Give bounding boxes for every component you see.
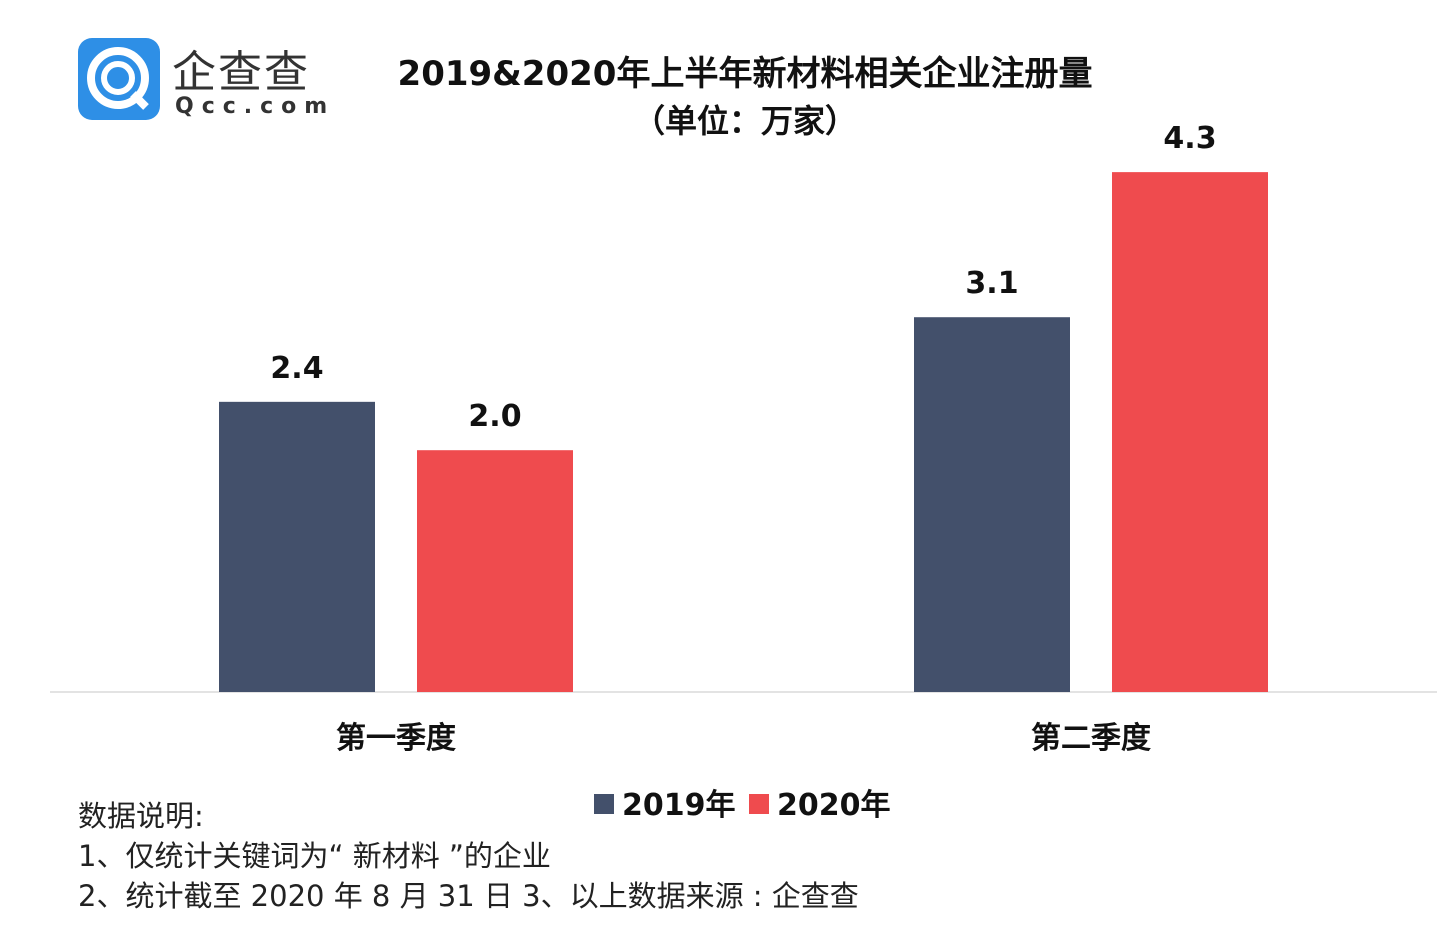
legend-swatch [594,794,614,814]
bar [1112,172,1268,692]
notes-line-1: 1、仅统计关键词为“ 新材料 ”的企业 [78,839,551,873]
data-label: 3.1 [965,266,1018,301]
x-tick-label: 第二季度 [1031,721,1151,756]
chart-subtitle: （单位：万家） [632,102,857,140]
data-label: 2.4 [270,351,323,386]
notes-line-2: 2、统计截至 2020 年 8 月 31 日 3、以上数据来源 : 企查查 [78,879,859,913]
data-label: 2.0 [468,399,521,434]
logo-text-en: Qcc.com [175,94,336,119]
bar [417,450,573,692]
legend-label: 2020年 [777,788,891,823]
bar [914,317,1070,692]
notes: 数据说明: 1、仅统计关键词为“ 新材料 ”的企业 2、统计截至 2020 年 … [78,796,859,916]
x-tick-label: 第一季度 [336,721,456,756]
legend-swatch [749,794,769,814]
bar [219,401,375,692]
notes-heading: 数据说明: [78,799,204,833]
logo-text-cn: 企查查 [172,47,310,98]
legend-label: 2019年 [622,788,736,823]
qcc-logo-icon [78,38,160,120]
chart-title: 2019&2020年上半年新材料相关企业注册量 [397,54,1093,94]
data-label: 4.3 [1163,121,1216,156]
